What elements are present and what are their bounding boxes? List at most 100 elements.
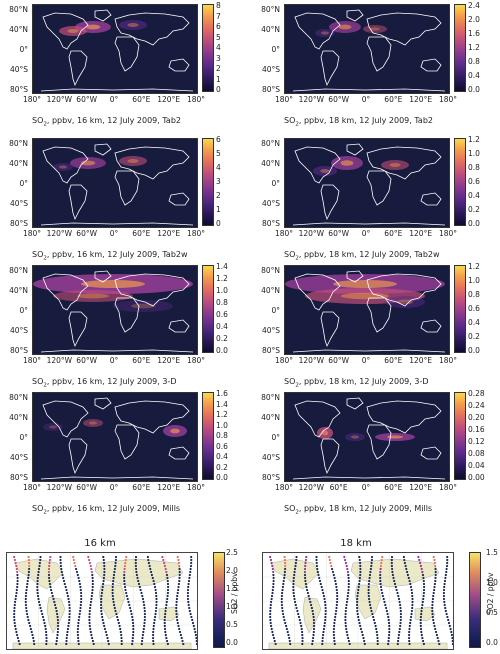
track-point (186, 594, 189, 598)
track-point (166, 594, 169, 598)
track-point (434, 576, 437, 580)
track-point (368, 600, 371, 604)
lon-label: 60°W (328, 356, 350, 365)
track-point (14, 600, 17, 604)
track-point (283, 558, 286, 562)
lon-label: 60°E (132, 95, 151, 104)
track-point (283, 573, 286, 577)
track-point (36, 594, 40, 598)
lat-label: 80°N (9, 5, 28, 14)
track-point (178, 576, 181, 580)
track-point (304, 576, 307, 580)
track-point (397, 636, 400, 640)
colorbar-tick: 0.2 (468, 205, 480, 214)
colorbar-tick: 1.0 (216, 420, 228, 430)
colorbar (202, 392, 214, 480)
track-point (165, 570, 168, 574)
track-point (192, 624, 195, 628)
track-point (445, 570, 448, 574)
track-point (269, 555, 272, 559)
track-point (431, 603, 434, 607)
track-point (303, 573, 307, 577)
track-point (140, 642, 143, 646)
track-point (142, 600, 145, 604)
track-point (345, 627, 348, 631)
track-point (450, 630, 453, 634)
track-point (15, 588, 18, 592)
track-point (39, 606, 42, 610)
track-point (125, 594, 128, 598)
track-point (344, 558, 347, 562)
track-point (387, 636, 390, 640)
track-point (143, 615, 146, 619)
track-point (397, 633, 400, 637)
so2-plume (345, 433, 365, 441)
track-point (306, 588, 309, 592)
track-point (293, 567, 297, 571)
track-point (312, 621, 316, 625)
lat-label: 40°N (261, 286, 280, 295)
track-point (103, 627, 107, 631)
track-point (66, 630, 69, 634)
track-point (369, 603, 372, 607)
track-point (370, 609, 373, 613)
colorbar-tick: 0.20 (468, 413, 485, 422)
track-point (318, 576, 321, 580)
track-point (164, 630, 167, 634)
colorbar-tick: 2.0 (226, 566, 238, 575)
track-point (138, 585, 141, 589)
track-point (408, 636, 411, 640)
track-point (402, 555, 405, 559)
colorbar-tick: 0 (216, 219, 221, 228)
map-panel: 80°N 40°N 0° 40°S 80°S 6 5 4 3 2 1 0 180° 120°W 60°W 0°… (0, 136, 248, 266)
track-point (410, 588, 413, 592)
colorbar-tick: 4 (216, 163, 221, 172)
track-point (411, 603, 414, 607)
track-point (356, 597, 359, 601)
lat-label: 40°S (261, 326, 280, 335)
lon-label: 180° (186, 229, 206, 238)
colorbar-tick: 0.0 (468, 219, 480, 228)
track-point (27, 618, 30, 622)
track-point (410, 612, 413, 616)
track-point (367, 588, 370, 592)
lon-label: 120°E (409, 229, 433, 238)
track-point (390, 555, 394, 559)
track-point (380, 588, 383, 592)
colorbar-tick: 0.16 (468, 425, 485, 434)
map-panel: 80°N 40°N 0° 40°S 80°S 8 7 6 5 4 3 2 1 0 180° 120°W 60°W… (0, 2, 248, 132)
track-point (421, 570, 424, 574)
track-point (186, 597, 190, 601)
track-point (60, 570, 63, 574)
track-point (132, 624, 135, 628)
track-point (39, 558, 42, 562)
track-point (78, 612, 81, 616)
track-point (311, 642, 314, 646)
track-point (48, 561, 51, 565)
track-point (288, 636, 291, 640)
track-point (312, 615, 315, 619)
lon-label: 120°W (298, 229, 325, 238)
track-point (323, 621, 326, 625)
track-point (113, 606, 116, 610)
track-point (131, 615, 134, 619)
lon-label: 60°E (329, 483, 348, 492)
track-point (105, 633, 108, 637)
colorbar-tick: 2.5 (226, 548, 238, 557)
track-point (333, 576, 336, 580)
lon-label: 60°W (76, 95, 98, 104)
track-point (16, 570, 19, 574)
lat-label: 0° (271, 45, 280, 54)
track-point (320, 585, 323, 589)
track-point (165, 600, 168, 604)
track-point (32, 636, 35, 640)
track-point (321, 639, 324, 643)
track-point (116, 615, 119, 619)
track-point (76, 573, 79, 577)
track-point (294, 564, 297, 568)
track-point (177, 585, 180, 589)
global-map (284, 265, 450, 355)
track-point (381, 591, 384, 595)
lat-label: 80°S (261, 473, 280, 482)
track-point (420, 606, 423, 610)
